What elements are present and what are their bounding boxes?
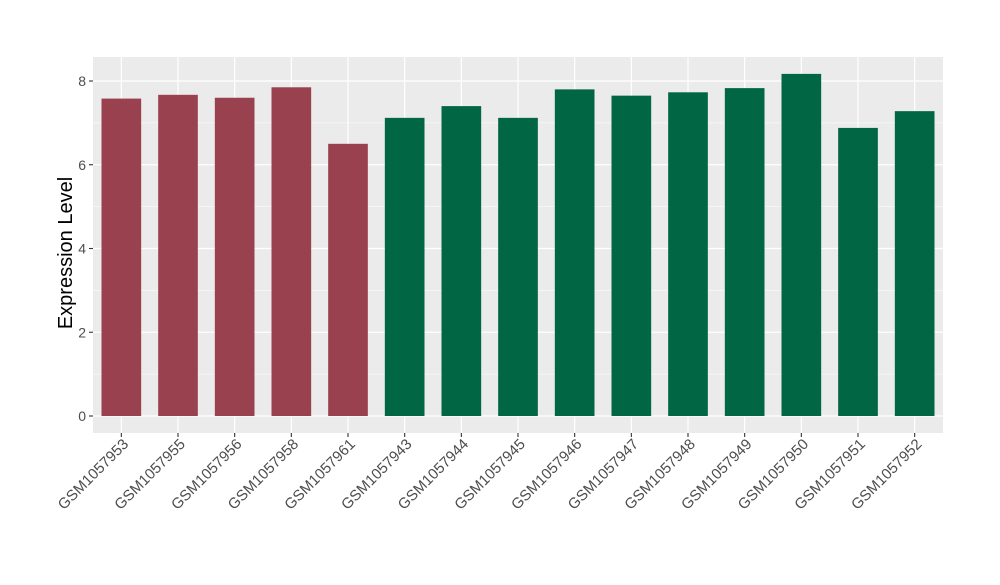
bar-GSM1057945 xyxy=(498,117,538,416)
bar-GSM1057943 xyxy=(384,117,425,416)
bar-GSM1057947 xyxy=(611,95,652,416)
bar-GSM1057951 xyxy=(838,127,878,417)
y-tick-label: 0 xyxy=(78,408,86,424)
bars xyxy=(101,73,935,417)
y-axis-label: Expression Level xyxy=(55,177,77,329)
bar-GSM1057946 xyxy=(554,89,595,416)
bar-GSM1057944 xyxy=(441,106,482,416)
bar-GSM1057948 xyxy=(668,92,708,417)
y-tick-label: 6 xyxy=(78,157,86,173)
y-tick-label: 8 xyxy=(78,73,86,89)
x-axis: GSM1057953GSM1057955GSM1057956GSM1057958… xyxy=(55,433,925,513)
bar-GSM1057952 xyxy=(894,111,935,417)
y-axis: 0 2 4 6 8 xyxy=(78,73,93,424)
bar-GSM1057950 xyxy=(781,73,822,416)
bar-GSM1057958 xyxy=(271,87,312,416)
bar-GSM1057949 xyxy=(724,88,765,417)
y-tick-label: 2 xyxy=(78,324,86,340)
bar-GSM1057953 xyxy=(101,98,142,417)
bar-GSM1057955 xyxy=(158,94,198,416)
bar-GSM1057961 xyxy=(328,143,368,416)
y-tick-label: 4 xyxy=(78,241,86,257)
bar-GSM1057956 xyxy=(214,97,255,416)
